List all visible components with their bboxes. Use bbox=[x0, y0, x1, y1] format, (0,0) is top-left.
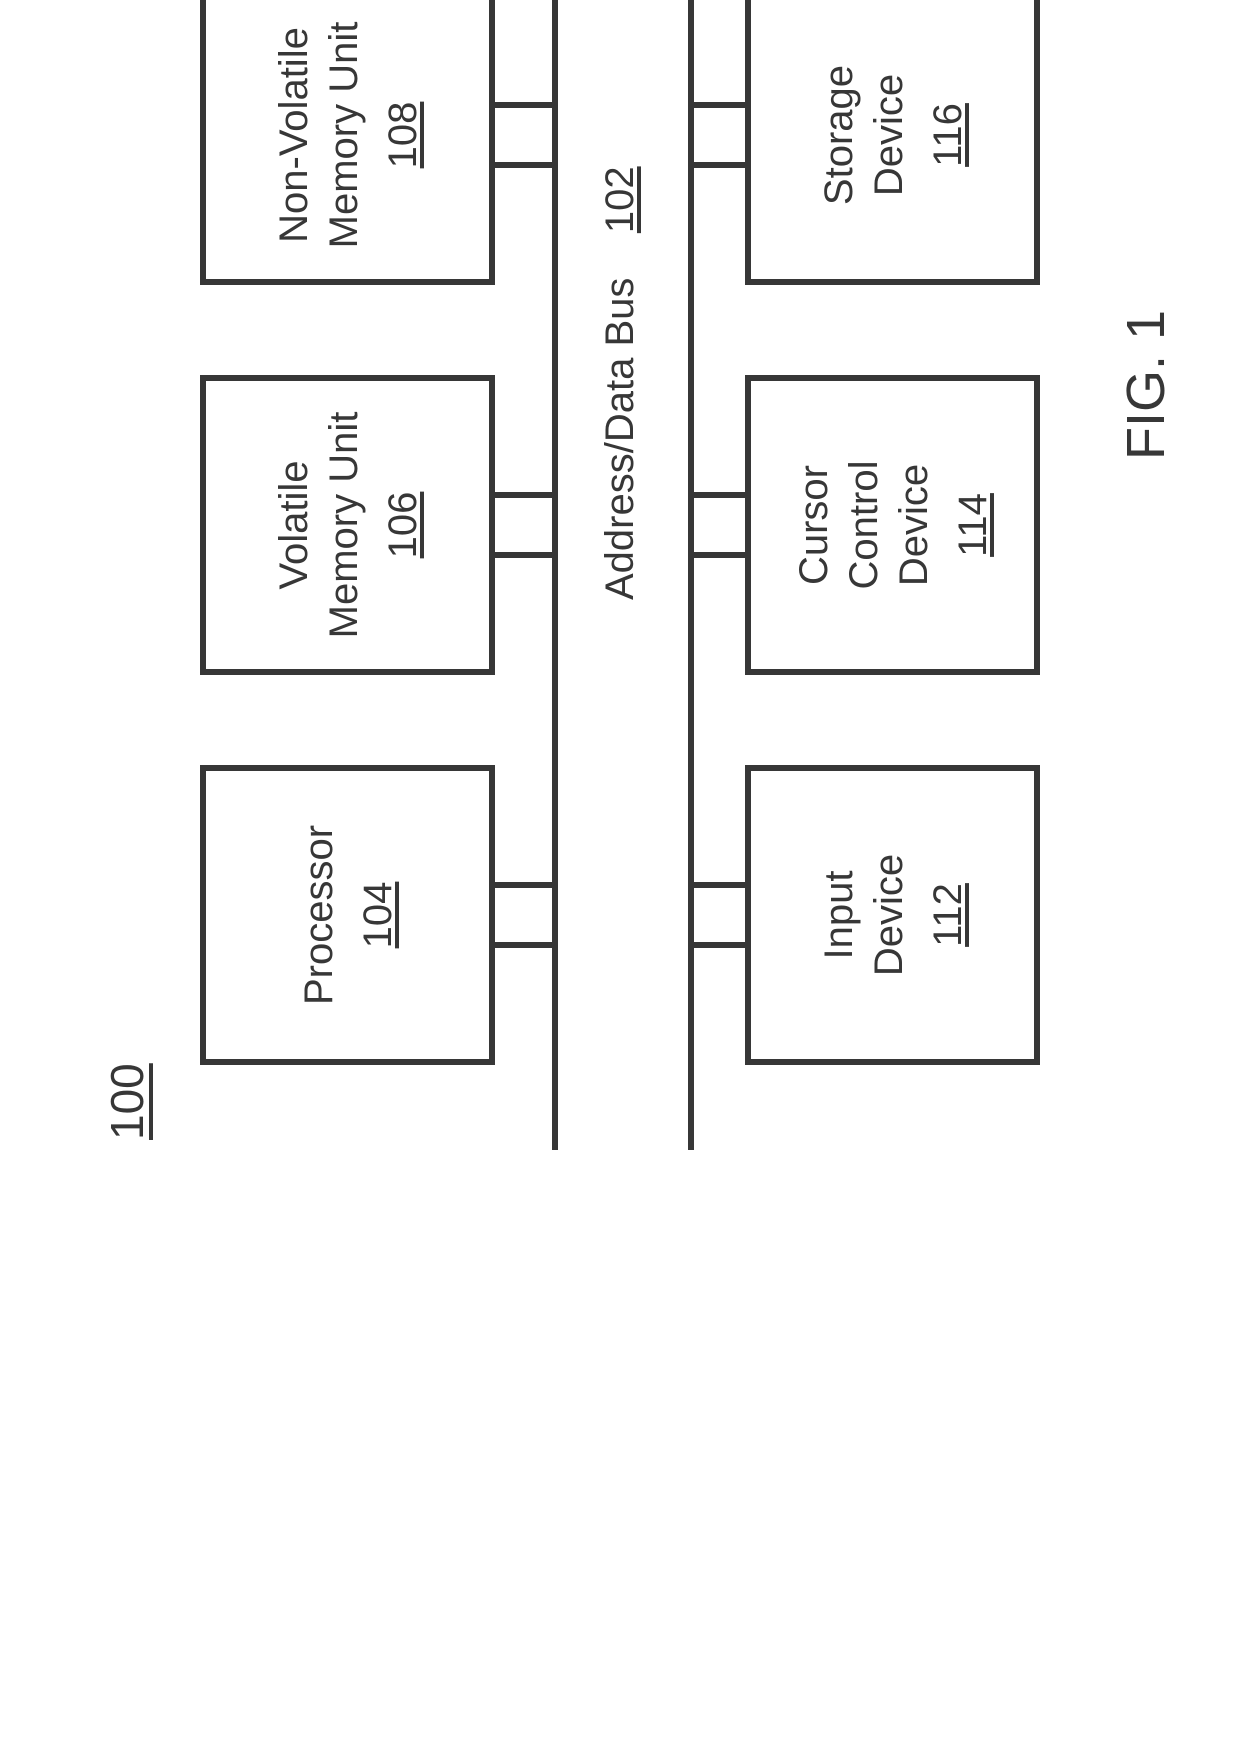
top-block-nonvolatile-mem: Non-VolatileMemory Unit 108 bbox=[200, 0, 495, 285]
top-block-processor: Processor 104 bbox=[200, 765, 495, 1065]
bus-label-text: Address/Data Bus bbox=[598, 278, 642, 600]
connector-storage-device-leg-1 bbox=[694, 102, 745, 108]
bottom-block-storage-device: StorageDevice 116 bbox=[745, 0, 1040, 285]
bottom-block-input-device: InputDevice 112 bbox=[745, 765, 1040, 1065]
bus-label: Address/Data Bus 102 bbox=[598, 166, 643, 600]
cursor-control-label: CursorControlDevice bbox=[789, 453, 939, 598]
bus-ref-number: 102 bbox=[598, 166, 642, 233]
connector-processor-leg-0 bbox=[495, 942, 552, 948]
connector-input-device-leg-1 bbox=[694, 882, 745, 888]
input-device-label: InputDevice bbox=[814, 846, 914, 984]
system-reference-number: 100 bbox=[100, 1063, 154, 1140]
figure-caption: FIG. 1 bbox=[1115, 310, 1177, 460]
processor-label: Processor bbox=[294, 817, 344, 1013]
storage-device-label: StorageDevice bbox=[814, 57, 914, 213]
diagram-drawing: 100 Address/Data Bus 102 FIG. 1 Processo… bbox=[0, 0, 1240, 1240]
connector-storage-device-leg-0 bbox=[694, 162, 745, 168]
volatile-memory-ref: 106 bbox=[381, 492, 426, 559]
cursor-control-ref: 114 bbox=[951, 493, 996, 557]
volatile-memory-label: VolatileMemory Unit bbox=[269, 404, 369, 647]
bottom-block-cursor-control: CursorControlDevice 114 bbox=[745, 375, 1040, 675]
connector-nonvolatile-mem-leg-1 bbox=[495, 102, 552, 108]
connector-cursor-control-leg-0 bbox=[694, 552, 745, 558]
storage-device-ref: 116 bbox=[926, 103, 971, 167]
connector-volatile-memory-leg-0 bbox=[495, 552, 552, 558]
figure-canvas: 100 Address/Data Bus 102 FIG. 1 Processo… bbox=[0, 0, 1240, 1741]
bus-line-top bbox=[552, 0, 558, 1150]
top-block-volatile-memory: VolatileMemory Unit 106 bbox=[200, 375, 495, 675]
nonvolatile-mem-ref: 108 bbox=[381, 102, 426, 169]
connector-cursor-control-leg-1 bbox=[694, 492, 745, 498]
input-device-ref: 112 bbox=[926, 883, 971, 947]
connector-processor-leg-1 bbox=[495, 882, 552, 888]
connector-input-device-leg-0 bbox=[694, 942, 745, 948]
processor-ref: 104 bbox=[356, 882, 401, 949]
nonvolatile-mem-label: Non-VolatileMemory Unit bbox=[269, 14, 369, 257]
bus-line-bottom bbox=[688, 0, 694, 1150]
connector-nonvolatile-mem-leg-0 bbox=[495, 162, 552, 168]
connector-volatile-memory-leg-1 bbox=[495, 492, 552, 498]
